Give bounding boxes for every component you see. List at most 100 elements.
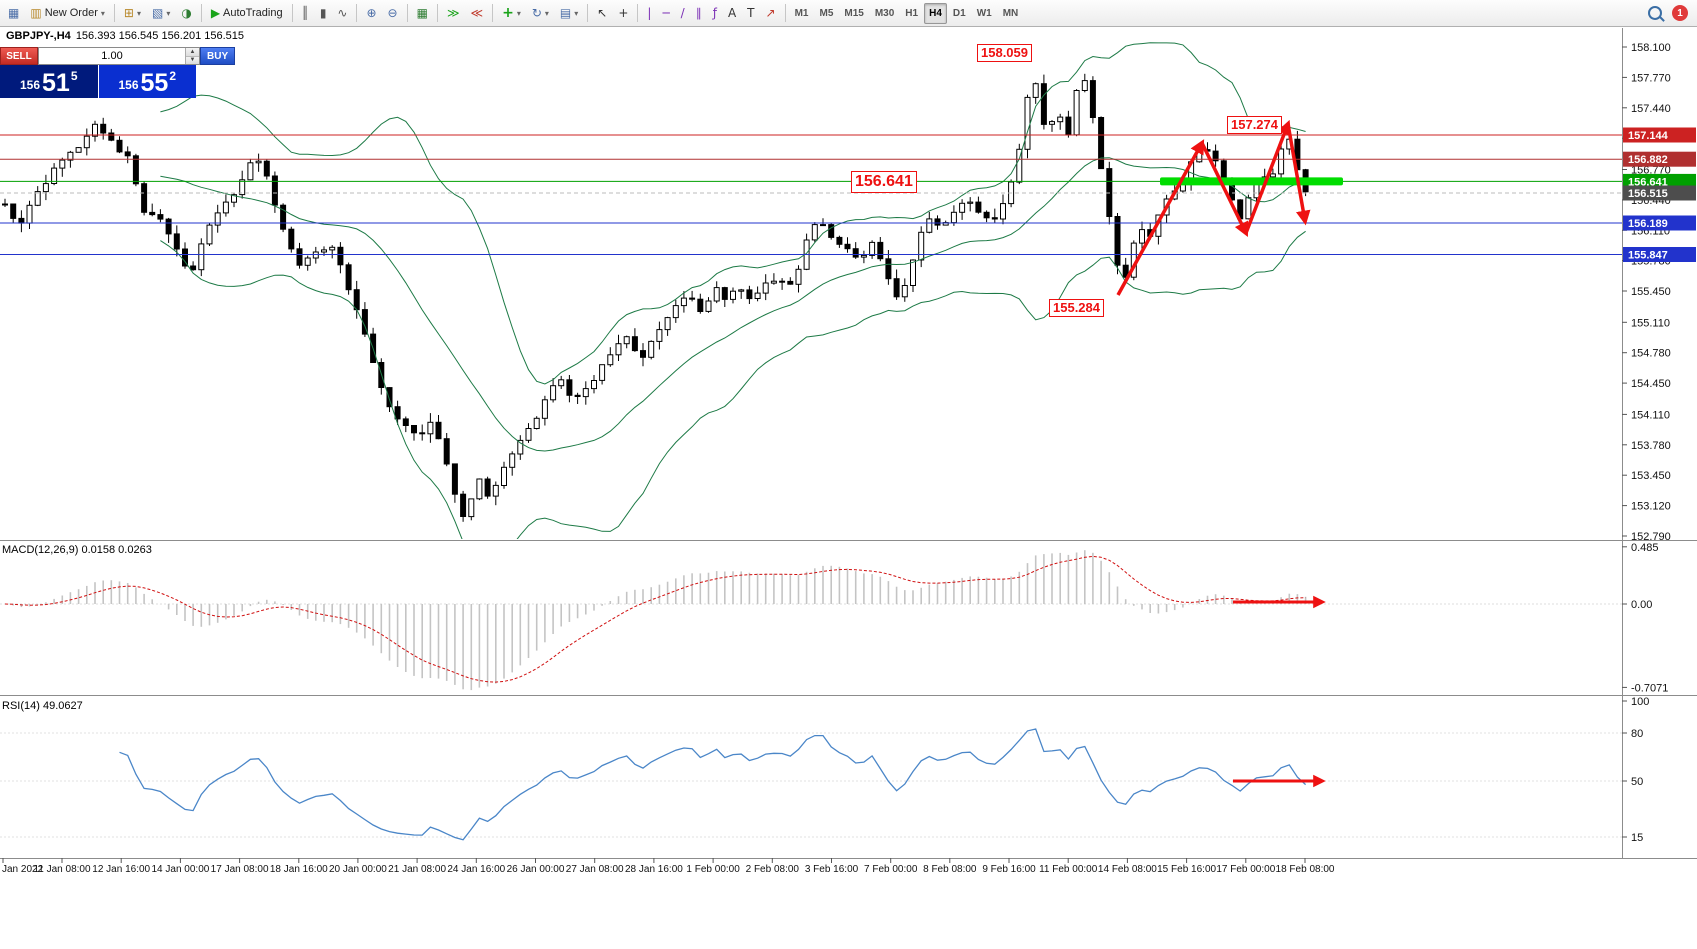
- vertical-line-button[interactable]: |: [642, 3, 656, 24]
- zoom-out-icon: ⊖: [387, 6, 398, 20]
- new-chart-button[interactable]: ⊞ ▾: [119, 3, 146, 24]
- annotation-price-label[interactable]: 157.274: [1227, 116, 1282, 135]
- one-click-trading-panel: SELL ▲ ▼ BUY 156 51 5 156 55 2: [0, 47, 236, 98]
- time-axis-label: 26 Jan 00:00: [507, 864, 565, 875]
- candle-body: [599, 364, 606, 381]
- tile-windows-button[interactable]: ▦: [412, 3, 433, 24]
- candle-body: [615, 343, 622, 356]
- timeframe-d1[interactable]: D1: [948, 3, 971, 24]
- candle-body: [149, 211, 156, 216]
- text-button[interactable]: A: [723, 3, 741, 24]
- zoom-in-icon: ⊕: [366, 6, 377, 20]
- candle-body: [844, 243, 851, 250]
- time-axis-label: 21 Jan 08:00: [388, 864, 446, 875]
- timeframe-w1[interactable]: W1: [972, 3, 997, 24]
- channel-button[interactable]: ∥: [691, 3, 707, 24]
- fibonacci-icon: ƒ: [712, 6, 717, 20]
- periods-button[interactable]: ↻ ▾: [527, 3, 554, 24]
- indicators-button[interactable]: + ▾: [497, 3, 526, 24]
- buy-price-pip: 2: [169, 69, 177, 83]
- buy-price-display[interactable]: 156 55 2: [98, 65, 196, 98]
- time-axis-label: 11 Feb 00:00: [1039, 864, 1098, 875]
- autotrading-button[interactable]: ▶ AutoTrading: [206, 3, 288, 24]
- timeframe-m30[interactable]: M30: [870, 3, 899, 24]
- notification-badge[interactable]: 1: [1672, 5, 1688, 21]
- candle-body: [877, 241, 884, 260]
- market-watch-button[interactable]: ◑: [176, 3, 196, 24]
- annotation-price-label[interactable]: 158.059: [977, 44, 1032, 63]
- toolbar-right: 1: [1648, 5, 1694, 21]
- price-axis-label: 153.780: [1631, 440, 1671, 452]
- candle-body: [51, 167, 58, 185]
- lot-size-field: ▲ ▼: [38, 47, 200, 65]
- candle-body: [574, 394, 581, 397]
- candle-body: [631, 336, 638, 352]
- candle-body: [950, 211, 957, 224]
- annotation-price-label[interactable]: 155.284: [1049, 299, 1104, 318]
- chart-shift-button[interactable]: ≪: [466, 3, 489, 24]
- bollinger-middle-band: [160, 157, 1306, 452]
- fibonacci-button[interactable]: ƒ: [708, 3, 722, 24]
- arrows-button[interactable]: ↗: [761, 3, 781, 24]
- candle-body: [820, 224, 826, 227]
- trade-prices-row: 156 51 5 156 55 2: [0, 65, 196, 98]
- timeframe-m5[interactable]: M5: [814, 3, 838, 24]
- terminal-chart-button[interactable]: ▦: [3, 3, 24, 24]
- candle-body: [100, 123, 107, 134]
- price-tag-label: 156.189: [1628, 218, 1668, 230]
- candlestick-chart-button[interactable]: ▮: [315, 3, 332, 24]
- new-order-button[interactable]: ▥ New Order ▾: [25, 3, 110, 24]
- crosshair-button[interactable]: +: [613, 3, 633, 24]
- zoom-in-button[interactable]: ⊕: [361, 3, 381, 24]
- price-tag-label: 157.144: [1628, 130, 1669, 142]
- candle-body: [697, 298, 704, 313]
- timeframe-h4[interactable]: H4: [924, 2, 947, 24]
- templates-button[interactable]: ▤ ▾: [555, 3, 583, 24]
- timeframe-mn-label: MN: [1002, 7, 1019, 19]
- candle-body: [386, 387, 393, 408]
- lot-decrease-button[interactable]: ▼: [186, 56, 199, 64]
- buy-button[interactable]: BUY: [200, 47, 236, 65]
- rsi-plot: [0, 728, 1622, 841]
- candle-body: [1212, 150, 1219, 162]
- horizontal-line-button[interactable]: ─: [657, 3, 674, 24]
- price-tag: [1623, 127, 1696, 143]
- candle-body: [198, 243, 205, 271]
- candle-body: [75, 147, 82, 153]
- annotation-price-label[interactable]: 156.641: [851, 171, 917, 193]
- sell-button[interactable]: SELL: [0, 47, 38, 65]
- price-tag: [1623, 185, 1696, 201]
- time-axis-label: 24 Jan 16:00: [447, 864, 505, 875]
- line-chart-button[interactable]: ∿: [332, 3, 352, 24]
- toolbar-separator: [587, 4, 589, 22]
- candle-body: [271, 175, 278, 206]
- candle-body: [26, 204, 33, 224]
- timeframe-m1[interactable]: M1: [790, 3, 814, 24]
- cursor-button[interactable]: ↖: [592, 3, 612, 24]
- label-button[interactable]: T: [742, 3, 759, 24]
- candle-body: [918, 231, 925, 261]
- candle-body: [435, 421, 442, 440]
- time-axis-label: 14 Feb 08:00: [1098, 864, 1157, 875]
- candlestick-icon: ▮: [319, 6, 327, 20]
- lot-input[interactable]: [39, 48, 185, 64]
- auto-scroll-button[interactable]: ≫: [442, 3, 465, 24]
- search-icon[interactable]: [1648, 6, 1662, 20]
- candle-body: [664, 317, 671, 331]
- timeframe-h1[interactable]: H1: [900, 3, 923, 24]
- timeframe-m15[interactable]: M15: [839, 3, 868, 24]
- candle-body: [214, 212, 221, 226]
- bar-chart-button[interactable]: ║: [297, 3, 314, 24]
- candle-body: [419, 432, 426, 435]
- timeframe-mn[interactable]: MN: [998, 3, 1024, 24]
- timeframe-h4-label: H4: [929, 7, 942, 19]
- zoom-out-button[interactable]: ⊖: [383, 3, 403, 24]
- profiles-button[interactable]: ▧ ▾: [147, 3, 175, 24]
- price-axis-label: 156.770: [1631, 165, 1671, 177]
- sell-price-display[interactable]: 156 51 5: [0, 65, 98, 98]
- trendline-button[interactable]: /: [676, 3, 690, 24]
- lot-increase-button[interactable]: ▲: [186, 48, 199, 57]
- dropdown-caret-icon: ▾: [136, 8, 141, 18]
- candle-body: [1049, 121, 1055, 125]
